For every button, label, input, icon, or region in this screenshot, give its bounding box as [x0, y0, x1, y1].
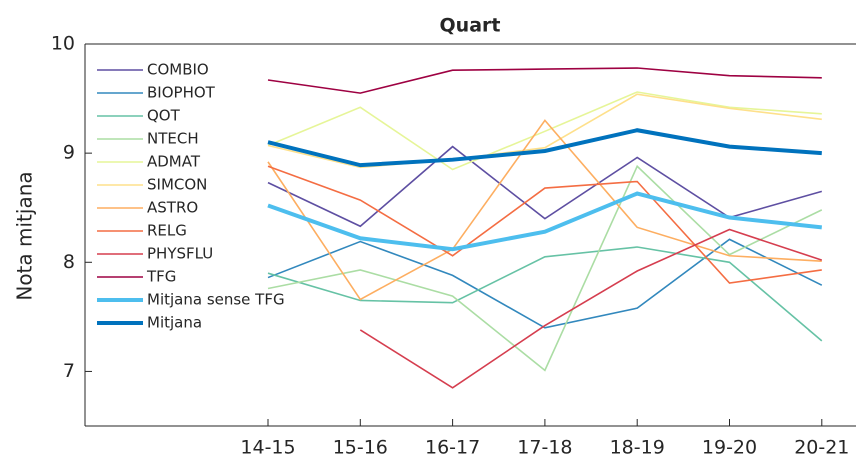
x-tick-label: 15-16: [333, 437, 388, 459]
y-axis-label: Nota mitjana: [13, 171, 37, 300]
y-tick-label: 10: [51, 33, 75, 55]
series-line: [267, 165, 822, 284]
series-line: [267, 145, 823, 228]
legend-label: COMBIO: [147, 61, 209, 79]
series-line: [267, 119, 822, 301]
series-line: [267, 191, 823, 252]
legend-label: NTECH: [147, 130, 199, 148]
series-line: [267, 128, 822, 168]
legend-label: PHYSFLU: [147, 245, 213, 263]
legend-label: QOT: [147, 107, 181, 125]
legend-label: RELG: [147, 222, 187, 240]
x-tick-label: 16-17: [425, 437, 480, 459]
x-tick-label: 20-21: [794, 437, 849, 459]
legend-label: Mitjana sense TFG: [147, 291, 285, 309]
series-line: [267, 67, 822, 94]
series-line: [267, 238, 823, 329]
x-tick-label: 14-15: [240, 437, 295, 459]
legend-label: ASTRO: [147, 199, 198, 217]
series-line: [267, 93, 822, 169]
y-tick-label: 9: [63, 142, 75, 164]
legend-label: BIOPHOT: [147, 84, 216, 102]
legend-label: ADMAT: [147, 153, 201, 171]
x-tick-label: 18-19: [610, 437, 665, 459]
legend-label: SIMCON: [147, 176, 207, 194]
y-tick-label: 7: [63, 360, 75, 382]
series-line: [267, 246, 823, 342]
chart-title: Quart: [440, 15, 501, 37]
y-tick-label: 8: [63, 251, 75, 273]
x-tick-label: 19-20: [702, 437, 757, 459]
legend-label: Mitjana: [147, 314, 202, 332]
x-tick-label: 17-18: [517, 437, 572, 459]
legend-label: TFG: [146, 268, 176, 286]
series-line: [267, 91, 822, 171]
series-line: [267, 164, 823, 372]
series-line: [359, 228, 823, 389]
